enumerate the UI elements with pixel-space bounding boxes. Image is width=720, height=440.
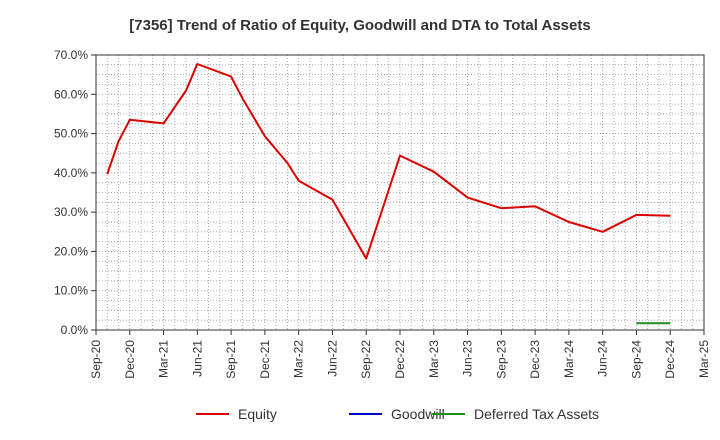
x-tick-label: Jun-21 — [190, 340, 204, 377]
y-tick-label: 20.0% — [54, 244, 88, 258]
legend-label: Goodwill — [391, 406, 445, 422]
x-tick-label: Mar-21 — [157, 340, 171, 378]
series-line-equity — [106, 63, 671, 260]
x-tick-label: Dec-22 — [393, 340, 407, 379]
legend-label: Deferred Tax Assets — [474, 406, 599, 422]
x-tick-label: Dec-21 — [258, 340, 272, 379]
y-tick-label: 30.0% — [54, 205, 88, 219]
x-tick-label: Jun-24 — [596, 340, 610, 377]
y-tick-label: 70.0% — [54, 48, 88, 62]
x-tick-label: Dec-23 — [528, 340, 542, 379]
x-tick-label: Dec-20 — [123, 340, 137, 379]
y-axis: 0.0% 10.0% 20.0% 30.0% 40.0% 50.0% 60.0% 70.0% — [54, 48, 96, 337]
plot-series — [106, 63, 671, 325]
plot-frame — [95, 54, 705, 331]
x-tick-label: Sep-24 — [629, 340, 643, 379]
x-tick-label: Sep-21 — [224, 340, 238, 379]
x-tick-label: Mar-24 — [562, 340, 576, 378]
y-tick-label: 40.0% — [54, 166, 88, 180]
x-axis: Sep-20 Dec-20 Mar-21 Jun-21 Sep-21 Dec-21 Mar-… — [89, 330, 711, 379]
legend-label: Equity — [238, 406, 277, 422]
grid — [95, 54, 705, 331]
y-tick-label: 50.0% — [54, 127, 88, 141]
x-tick-label: Dec-24 — [663, 340, 677, 379]
x-tick-label: Sep-20 — [89, 340, 103, 379]
x-tick-label: Sep-22 — [359, 340, 373, 379]
y-tick-label: 60.0% — [54, 87, 88, 101]
x-tick-label: Mar-25 — [697, 340, 711, 378]
x-tick-label: Mar-23 — [427, 340, 441, 378]
chart-title: [7356] Trend of Ratio of Equity, Goodwil… — [129, 17, 590, 34]
legend: Equity Goodwill Deferred Tax Assets — [196, 406, 599, 422]
x-tick-label: Mar-22 — [292, 340, 306, 378]
x-tick-label: Jun-22 — [325, 340, 339, 377]
y-tick-label: 10.0% — [54, 284, 88, 298]
x-tick-label: Sep-23 — [494, 340, 508, 379]
x-tick-label: Jun-23 — [461, 340, 475, 377]
y-tick-label: 0.0% — [61, 323, 89, 337]
